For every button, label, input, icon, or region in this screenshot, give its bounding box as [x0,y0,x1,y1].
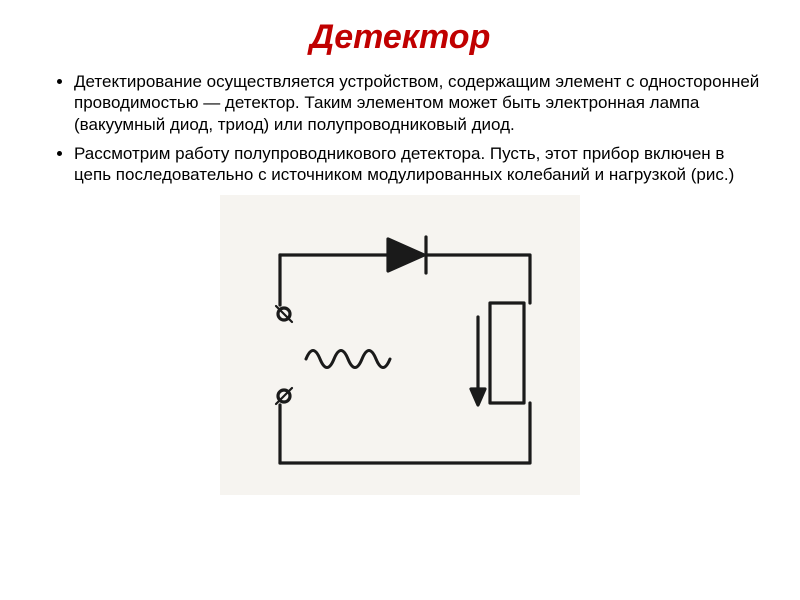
figure-container [40,195,760,495]
figure-bg [220,195,580,495]
body-list: Детектирование осуществляется устройство… [40,71,760,185]
circuit-diagram [220,195,580,495]
page-title: Детектор [40,18,760,57]
load-resistor [490,303,524,403]
list-item: Детектирование осуществляется устройство… [74,71,760,135]
list-item: Рассмотрим работу полупроводникового дет… [74,143,760,186]
